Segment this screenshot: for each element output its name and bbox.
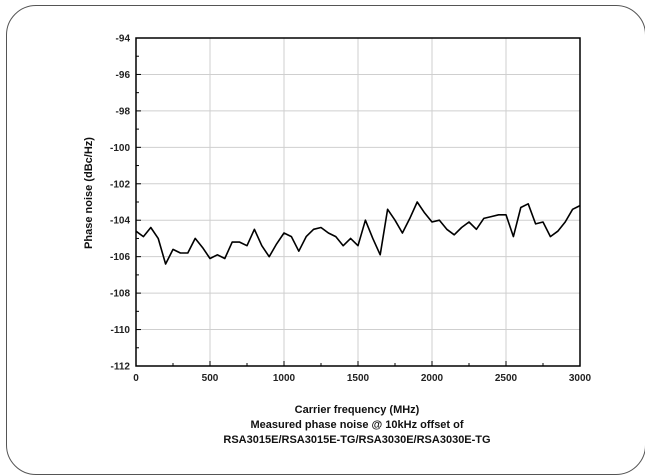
y-tick-label: -102	[110, 179, 130, 190]
caption-line-1: Measured phase noise @ 10kHz offset of	[250, 419, 463, 431]
phase-noise-chart: 0 500 1000 1500 2000 2500 3000 -112 -110 -108 -10…	[83, 34, 592, 447]
axis-ticks	[135, 37, 581, 367]
x-tick-label: 2500	[495, 373, 518, 384]
y-tick-label: -104	[110, 216, 130, 227]
x-tick-label: 1500	[347, 373, 370, 384]
y-axis-title: Phase noise (dBc/Hz)	[83, 137, 95, 249]
x-tick-label: 500	[202, 373, 219, 384]
x-axis-title: Carrier frequency (MHz)	[295, 404, 420, 416]
y-tick-label: -110	[111, 325, 131, 336]
x-tick-labels: 0 500 1000 1500 2000 2500 3000	[133, 373, 591, 384]
y-tick-label: -112	[111, 362, 131, 373]
y-tick-label: -96	[116, 70, 131, 81]
y-tick-label: -94	[116, 34, 131, 45]
y-tick-label: -98	[116, 106, 131, 117]
caption-line-2: RSA3015E/RSA3015E-TG/RSA3030E/RSA3030E-T…	[223, 434, 490, 446]
y-tick-label: -106	[110, 252, 130, 263]
x-tick-label: 2000	[421, 373, 444, 384]
y-tick-label: -100	[110, 143, 130, 154]
x-tick-label: 1000	[273, 373, 296, 384]
grid-lines	[136, 38, 580, 366]
y-tick-label: -108	[110, 289, 130, 300]
x-tick-label: 0	[133, 373, 139, 384]
chart-frame	[6, 5, 645, 475]
y-tick-labels: -112 -110 -108 -106 -104 -102 -100 -98 -96 -94	[110, 34, 130, 373]
phase-noise-series-line	[135, 201, 581, 265]
x-tick-label: 3000	[569, 373, 592, 384]
